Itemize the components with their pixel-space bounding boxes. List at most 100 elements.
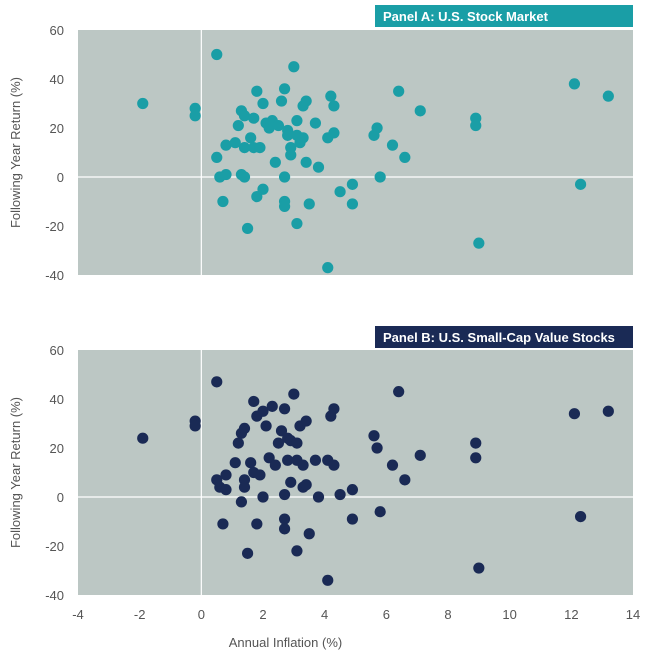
panel-b-data-point <box>303 528 315 540</box>
panel-b-data-point <box>568 408 581 420</box>
panel-a-data-point <box>211 48 223 61</box>
panel-a-data-point <box>251 85 263 97</box>
panel-a-data-point <box>399 151 411 163</box>
panel-b-data-point <box>414 449 426 461</box>
panel-b-title-box <box>375 326 633 348</box>
panel-a-data-point <box>473 237 485 249</box>
panel-b-data-point <box>300 415 312 427</box>
panel-b-data-point <box>238 481 251 493</box>
panel-b-data-point <box>278 403 291 415</box>
panel-b-data-point <box>266 400 278 412</box>
panel-a-data-point <box>189 110 201 122</box>
panel-a-y-tick-label: 0 <box>57 170 64 185</box>
panel-b-data-point <box>312 491 325 503</box>
panel-b-x-tick-label: -4 <box>72 607 84 622</box>
panel-b-data-point <box>288 388 300 400</box>
panel-b-y-tick-label: -20 <box>45 539 64 554</box>
panel-b-data-point <box>300 479 312 491</box>
panel-b-data-point <box>473 562 485 574</box>
panel-a-data-point <box>312 161 325 173</box>
panel-b-data-point <box>263 452 275 464</box>
panel-a-data-point <box>291 115 303 127</box>
panel-b-data-point <box>386 459 399 471</box>
panel-b-data-point <box>297 459 309 471</box>
panel-b-data-point <box>248 395 260 408</box>
panel-a-data-point <box>334 186 346 198</box>
panel-a-data-point <box>328 127 340 139</box>
panel-b-data-point <box>368 430 380 442</box>
panel-b-data-point <box>574 510 587 523</box>
panel-a-data-point <box>297 132 309 144</box>
panel-b-y-tick-label: 0 <box>57 490 64 505</box>
panel-a-data-point <box>275 95 288 107</box>
panel-a-y-tick-label: -20 <box>45 219 64 234</box>
panel-a-data-point <box>232 119 244 132</box>
panel-a-y-tick-label: -40 <box>45 268 64 283</box>
panel-b-data-point <box>346 484 359 496</box>
panel-a-data-point <box>386 139 399 151</box>
panel-a-data-point <box>328 100 340 112</box>
panel-b-x-tick-label: -2 <box>134 607 146 622</box>
panel-a-data-point <box>374 171 386 183</box>
panel-a-data-point <box>602 90 614 102</box>
panel-a-data-point <box>393 85 405 97</box>
panel-a-data-point <box>470 119 482 132</box>
panel-b-data-point <box>269 459 281 471</box>
panel-b-data-point <box>245 457 257 469</box>
panel-a-data-point <box>309 117 322 129</box>
panel-b-data-point <box>217 518 229 530</box>
panel-b-data-point <box>220 484 232 496</box>
panel-a-data-point <box>300 95 312 107</box>
panel-a-data-point <box>220 139 232 151</box>
panel-b-data-point <box>291 545 303 557</box>
panel-a-data-point <box>325 90 337 102</box>
panel-a-data-point <box>254 142 266 154</box>
panel-a-data-point <box>346 178 359 190</box>
panel-a-data-point <box>241 222 254 235</box>
panel-b-x-tick-label: 2 <box>259 607 266 622</box>
panel-b-data-point <box>257 405 269 417</box>
panel-b-x-tick-label: 0 <box>198 607 205 622</box>
panel-b-x-tick-label: 10 <box>502 607 516 622</box>
panel-b-data-point <box>220 469 232 481</box>
panel-b-data-point <box>334 488 346 501</box>
panel-b-y-tick-label: 20 <box>50 441 64 456</box>
panel-b-data-point <box>346 513 359 525</box>
panel-a-data-point <box>300 156 312 168</box>
panel-b-x-tick-label: 6 <box>383 607 390 622</box>
panel-b-data-point <box>291 437 303 449</box>
panel-b-x-tick-label: 12 <box>564 607 578 622</box>
panel-b-data-point <box>137 432 149 444</box>
panel-b-x-tick-label: 14 <box>626 607 640 622</box>
panel-b-data-point <box>399 474 411 486</box>
panel-b-x-tick-label: 8 <box>444 607 451 622</box>
panel-a-data-point <box>217 195 229 208</box>
panel-b-y-tick-label: 40 <box>50 392 64 407</box>
panel-a-data-point <box>278 200 291 212</box>
panel-b-data-point <box>282 454 294 466</box>
panel-b-y-tick-label: 60 <box>50 343 64 358</box>
panel-a-data-point <box>211 151 223 163</box>
panel-a-data-point <box>285 149 297 161</box>
panel-a-data-point <box>414 105 426 117</box>
panel-b-data-point <box>309 454 322 466</box>
panel-b-data-point <box>602 405 614 417</box>
panel-a-data-point <box>229 137 241 149</box>
panel-b-data-point <box>278 488 291 501</box>
panel-b-data-point <box>470 452 482 464</box>
panel-b-data-point <box>238 422 251 434</box>
panel-a-plot-background <box>78 30 633 275</box>
panel-a-data-point <box>257 183 269 195</box>
panel-b-data-point <box>232 437 244 449</box>
panel-b-y-axis-title: Following Year Return (%) <box>8 397 23 548</box>
panel-a-data-point <box>282 129 294 141</box>
panel-b-data-point <box>251 518 263 530</box>
panel-b-data-point <box>260 420 272 432</box>
panel-b-data-point <box>393 386 405 398</box>
panel-a-data-point <box>272 119 285 132</box>
panel-a-data-point <box>303 198 315 210</box>
panel-a-data-point <box>251 191 263 203</box>
panel-b-title: Panel B: U.S. Small-Cap Value Stocks <box>383 330 615 345</box>
panel-a-data-point <box>137 97 149 110</box>
